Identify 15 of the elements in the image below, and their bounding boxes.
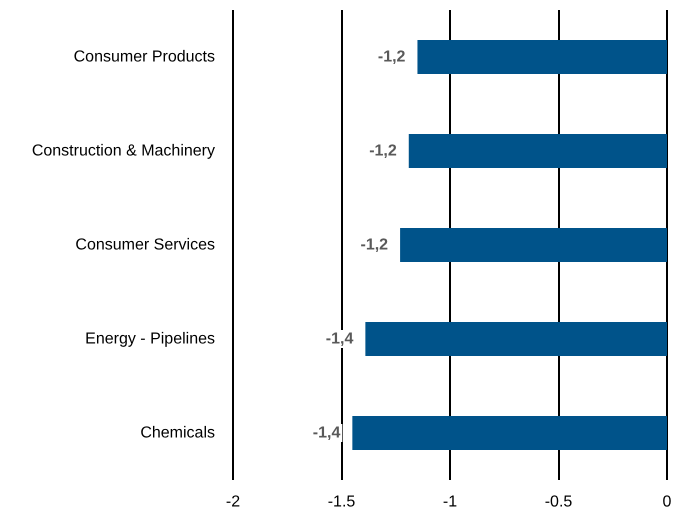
- x-tick-label: -1.5: [328, 494, 356, 510]
- x-tick-label: -0.5: [544, 494, 572, 510]
- y-tick-label: Construction & Machinery: [32, 142, 215, 160]
- x-tick-label: 0: [662, 494, 672, 510]
- data-label: -1,2: [378, 48, 406, 66]
- y-tick-label: Consumer Services: [75, 236, 215, 254]
- y-tick-label: Chemicals: [140, 424, 215, 442]
- data-label: -1,2: [360, 236, 388, 254]
- data-label: -1,2: [369, 142, 397, 160]
- y-tick-label: Consumer Products: [74, 48, 215, 66]
- x-tick-label: -1: [442, 494, 458, 510]
- y-tick-label: Energy - Pipelines: [85, 330, 215, 348]
- x-tick-label: -2: [226, 494, 240, 510]
- data-label: -1,4: [312, 424, 340, 442]
- data-label: -1,4: [326, 330, 354, 348]
